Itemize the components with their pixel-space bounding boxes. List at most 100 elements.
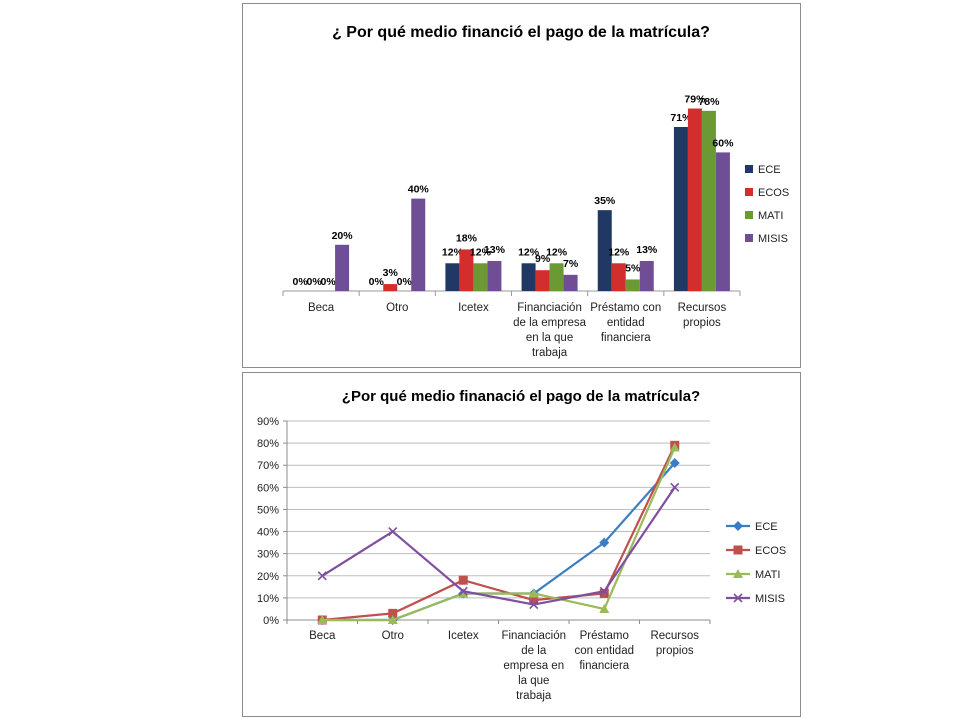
point-ece bbox=[669, 458, 680, 469]
category-label: Icetex bbox=[458, 302, 489, 314]
data-label: 0% bbox=[369, 276, 385, 288]
bar-ece bbox=[521, 263, 536, 291]
y-tick-label: 80% bbox=[257, 438, 279, 450]
point-ecos bbox=[599, 588, 609, 598]
legend-label: ECE bbox=[758, 164, 781, 176]
data-label: 12% bbox=[442, 246, 464, 258]
category-label: Recursos propios bbox=[678, 302, 727, 329]
bar-mati bbox=[473, 263, 488, 291]
data-label: 79% bbox=[684, 94, 706, 106]
data-label: 13% bbox=[484, 244, 506, 256]
data-label: 12% bbox=[470, 246, 492, 258]
data-label: 0% bbox=[320, 276, 336, 288]
point-ece bbox=[599, 537, 610, 548]
bar-chart-title: ¿ Por qué medio financió el pago de la m… bbox=[332, 24, 710, 41]
bar-mati bbox=[549, 263, 564, 291]
data-label: 60% bbox=[712, 137, 734, 149]
point-misis bbox=[388, 526, 398, 537]
data-label: 71% bbox=[670, 112, 692, 124]
data-label: 0% bbox=[292, 276, 308, 288]
data-label: 12% bbox=[518, 246, 540, 258]
legend-label: ECOS bbox=[755, 545, 786, 557]
line-chart-panel: ¿Por qué medio finanació el pago de la m… bbox=[242, 372, 801, 717]
bar-misis bbox=[563, 274, 578, 291]
category-label: Otro bbox=[382, 630, 404, 642]
legend-label: MISIS bbox=[758, 233, 788, 245]
point-mati bbox=[317, 615, 328, 624]
y-tick-label: 70% bbox=[257, 460, 279, 472]
point-misis bbox=[529, 599, 539, 610]
point-ecos bbox=[458, 575, 468, 585]
data-label: 3% bbox=[383, 267, 399, 279]
bar-ecos bbox=[611, 263, 626, 291]
y-tick-label: 30% bbox=[257, 549, 279, 561]
bar-misis bbox=[487, 260, 502, 291]
point-ecos bbox=[388, 608, 398, 618]
bar-chart-panel: ¿ Por qué medio financió el pago de la m… bbox=[242, 3, 801, 368]
data-label: 35% bbox=[594, 195, 616, 207]
legend-marker bbox=[733, 545, 743, 555]
category-label: Préstamo con entidad financiera bbox=[575, 630, 634, 672]
data-label: 0% bbox=[397, 276, 413, 288]
bar-chart: ¿ Por qué medio financió el pago de la m… bbox=[282, 24, 789, 359]
point-mati bbox=[458, 588, 469, 598]
bar-ecos bbox=[687, 108, 702, 291]
category-label: Beca bbox=[308, 302, 335, 314]
data-label: 9% bbox=[535, 253, 551, 265]
point-ecos bbox=[529, 595, 539, 605]
line-chart: ¿Por qué medio finanació el pago de la m… bbox=[257, 388, 786, 702]
legend-marker bbox=[733, 521, 743, 531]
line-chart-title: ¿Por qué medio finanació el pago de la m… bbox=[342, 388, 700, 405]
line-ecos bbox=[322, 444, 676, 622]
legend-marker bbox=[733, 593, 743, 603]
point-misis bbox=[599, 586, 609, 596]
data-label: 5% bbox=[625, 262, 641, 274]
point-mati bbox=[528, 588, 539, 598]
data-label: 12% bbox=[608, 246, 630, 258]
category-label: Otro bbox=[386, 302, 408, 314]
legend-swatch bbox=[745, 211, 753, 219]
bar-misis bbox=[639, 260, 654, 291]
y-tick-label: 50% bbox=[257, 504, 279, 516]
point-misis bbox=[317, 571, 327, 581]
legend-label: MATI bbox=[758, 210, 783, 222]
y-tick-label: 40% bbox=[257, 527, 279, 539]
category-label: Recursos propios bbox=[650, 630, 699, 657]
bar-ecos bbox=[459, 249, 474, 291]
bar-misis bbox=[715, 152, 730, 291]
data-label: 20% bbox=[332, 230, 354, 242]
y-tick-label: 90% bbox=[257, 416, 279, 428]
y-tick-label: 10% bbox=[257, 593, 279, 605]
bar-misis bbox=[335, 244, 350, 291]
line-mati bbox=[322, 447, 676, 622]
data-label: 0% bbox=[306, 276, 322, 288]
point-mati bbox=[387, 615, 398, 624]
data-label: 78% bbox=[698, 96, 720, 108]
bar-mati bbox=[701, 110, 716, 291]
category-label: Financiación de la empresa en la que trabaja bbox=[501, 630, 566, 702]
data-label: 13% bbox=[636, 244, 658, 256]
category-label: Financiación de la empresa en la que trabaj… bbox=[513, 302, 586, 359]
legend-label: ECOS bbox=[758, 187, 789, 199]
point-misis bbox=[458, 586, 468, 596]
legend-swatch bbox=[745, 234, 753, 242]
bar-misis bbox=[411, 198, 426, 291]
legend-swatch bbox=[745, 165, 753, 173]
point-misis bbox=[670, 482, 680, 492]
category-label: Beca bbox=[309, 630, 336, 642]
bar-ece bbox=[445, 263, 460, 291]
category-label: Préstamo con entidad financiera bbox=[590, 302, 661, 344]
y-tick-label: 20% bbox=[257, 571, 279, 583]
legend-label: ECE bbox=[755, 521, 778, 533]
data-label: 7% bbox=[563, 258, 579, 270]
legend-marker bbox=[733, 569, 743, 578]
legend-label: MATI bbox=[755, 569, 780, 581]
category-label: Icetex bbox=[448, 630, 479, 642]
bar-ecos bbox=[383, 284, 398, 291]
line-misis bbox=[321, 486, 676, 606]
y-tick-label: 60% bbox=[257, 482, 279, 494]
data-label: 12% bbox=[546, 246, 568, 258]
legend-swatch bbox=[745, 188, 753, 196]
bar-ecos bbox=[535, 270, 550, 291]
point-mati bbox=[669, 442, 680, 452]
